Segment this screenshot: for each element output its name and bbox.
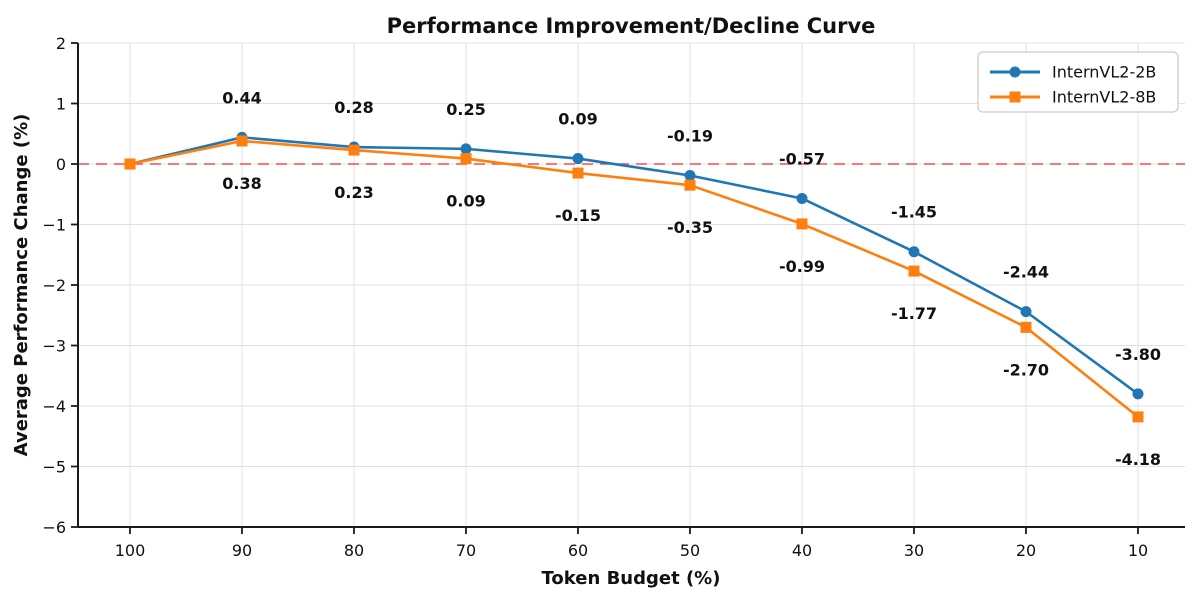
square-marker [460,153,472,165]
x-tick-label: 60 [568,541,588,560]
square-marker [796,218,808,230]
x-tick-label: 20 [1016,541,1036,560]
circle-marker [572,153,584,165]
data-label: 0.38 [222,174,261,193]
square-marker [908,265,920,277]
circle-marker [908,246,920,258]
data-label: 0.09 [558,110,597,129]
data-point-labels: 0.44 0.28 0.25 0.09 -0.19 -0.57 -1.45 -2.44 -3.8… [222,88,1161,469]
data-label: 0.09 [446,192,485,211]
data-label: -2.70 [1003,360,1049,379]
series-line-internvl2-8b [128,139,1140,419]
y-tick-label: −2 [42,276,66,295]
square-marker [1020,321,1032,333]
data-label: -4.18 [1115,450,1161,469]
data-label: 0.25 [446,100,485,119]
y-tick-label: 2 [56,34,66,53]
gridlines [78,42,1185,528]
data-label: -0.19 [667,126,713,145]
circle-marker [460,143,472,155]
data-label: -0.57 [779,149,825,168]
x-tick-label: 50 [680,541,700,560]
data-label: 0.23 [334,183,373,202]
circle-marker [1020,306,1032,318]
legend: InternVL2-2B InternVL2-8B [977,51,1179,113]
y-tick-label: 1 [56,95,66,114]
y-tick-label: −6 [42,518,66,537]
y-tick-label: −1 [42,216,66,235]
square-marker [572,167,584,179]
legend-label: InternVL2-2B [1052,63,1156,82]
data-label: -1.77 [891,304,937,323]
series-line-internvl2-2b [128,136,1140,396]
x-tick-label: 80 [344,541,364,560]
y-tick-label: −4 [42,397,66,416]
legend-square-marker [1009,91,1021,103]
square-marker [124,158,136,170]
data-label: -0.15 [555,206,601,225]
data-label: 0.28 [334,98,373,117]
x-tick-label: 10 [1128,541,1148,560]
x-tick-label: 70 [456,541,476,560]
data-label: -0.99 [779,257,825,276]
x-tick-label: 40 [792,541,812,560]
legend-label: InternVL2-8B [1052,88,1156,107]
x-tick-label: 30 [904,541,924,560]
chart-title: Performance Improvement/Decline Curve [387,14,876,38]
square-marker [348,144,360,156]
data-label: -2.44 [1003,263,1049,282]
x-tick-label: 90 [232,541,252,560]
data-label: -3.80 [1115,345,1161,364]
circle-marker [684,169,696,181]
data-label: -0.35 [667,218,713,237]
square-marker [684,179,696,191]
data-series [124,131,1144,423]
y-tick-label: −5 [42,458,66,477]
square-marker [236,135,248,147]
x-axis-label: Token Budget (%) [542,568,721,589]
data-label: 0.44 [222,88,261,107]
circle-marker [1132,388,1144,400]
circle-marker [796,192,808,204]
y-tick-label: −3 [42,337,66,356]
legend-circle-marker [1009,66,1021,78]
square-marker [1132,411,1144,423]
y-tick-label: 0 [56,155,66,174]
y-axis-label: Average Performance Change (%) [11,114,32,457]
data-label: -1.45 [891,203,937,222]
x-tick-label: 100 [115,541,146,560]
